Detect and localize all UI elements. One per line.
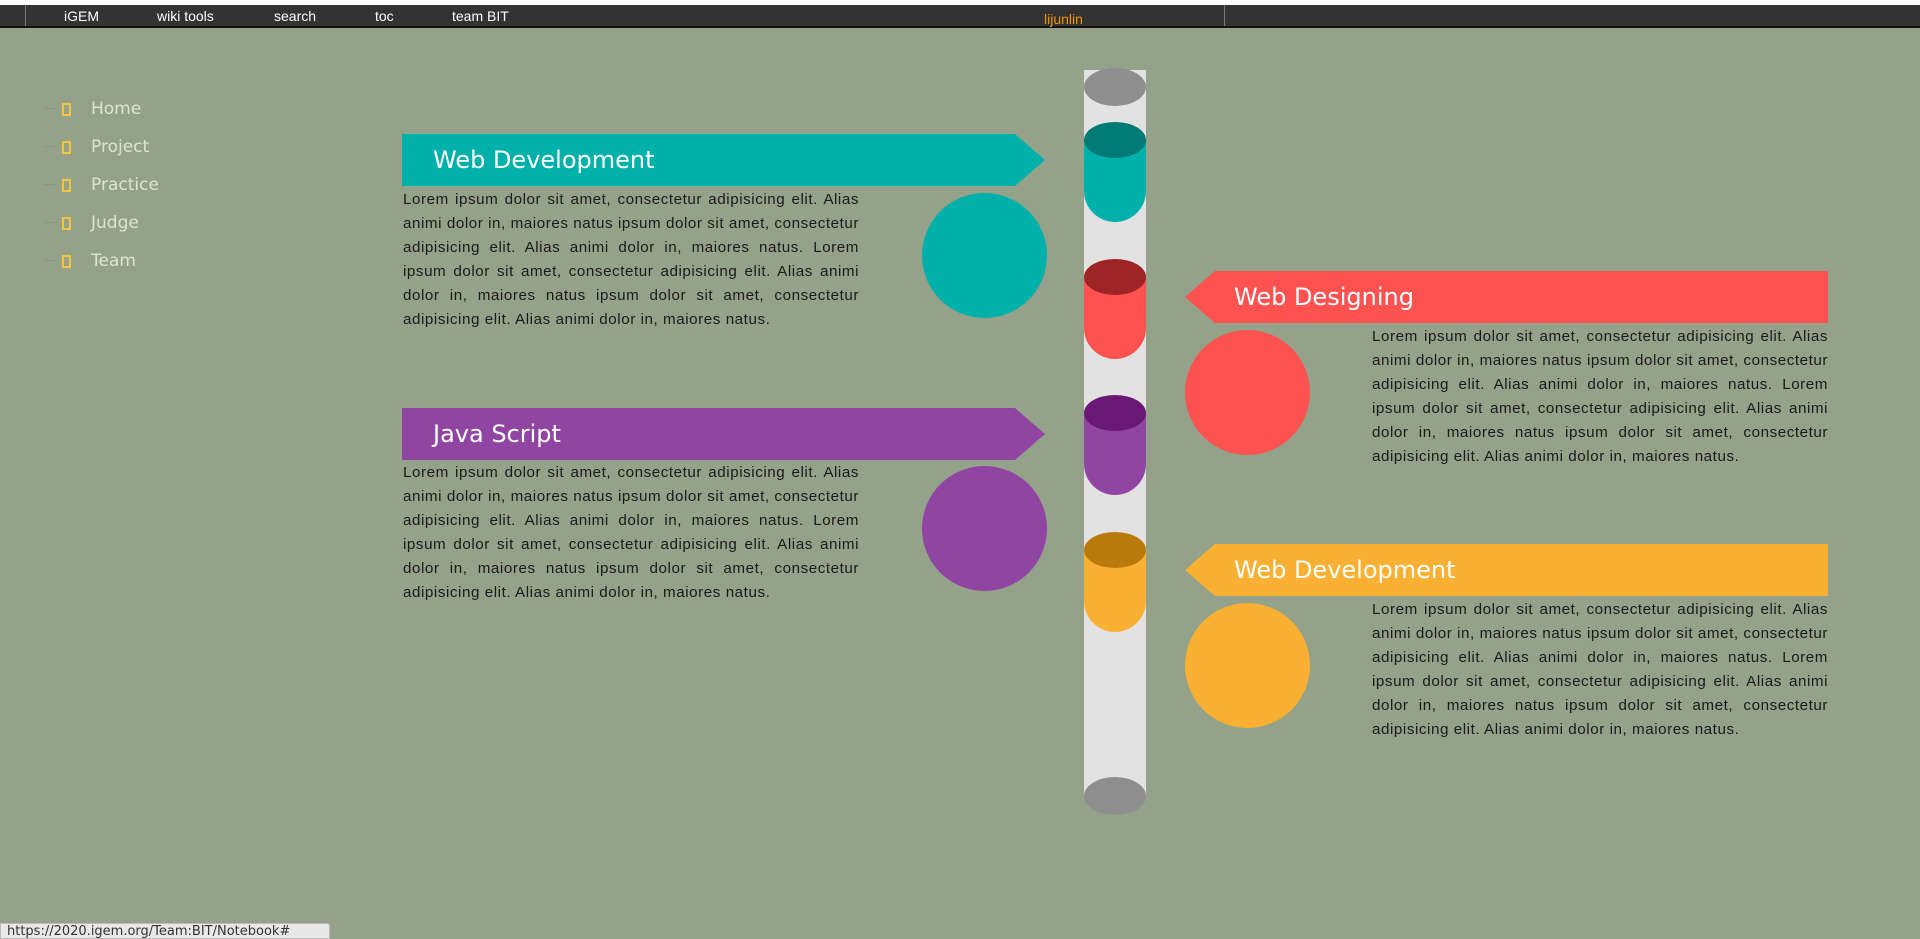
timeline-segment-2 [1084,259,1146,359]
segment-top [1084,395,1146,431]
entry-3-circle [922,466,1047,591]
entry-1-title: Web Development [402,134,1002,186]
sidebar-item-home[interactable]: Home [44,90,159,128]
timeline-segment-4 [1084,532,1146,632]
sidebar-item-label: Team [91,251,136,271]
browser-status-url: https://2020.igem.org/Team:BIT/Notebook# [0,923,330,939]
entry-1-banner [402,134,1045,186]
nav-bullet-icon [62,178,71,192]
nav-bullet-icon [62,140,71,154]
entry-title-text: Web Development [433,146,655,174]
menu-divider [1224,5,1225,26]
nav-tick [44,222,58,223]
sidebar-item-label: Home [91,99,142,119]
segment-top [1084,259,1146,295]
sidebar-item-judge[interactable]: Judge [44,204,159,242]
entry-title-text: Web Designing [1234,283,1414,311]
entry-4-banner [1185,544,1828,596]
menu-divider [25,5,26,26]
nav-tick [44,146,58,147]
entry-1-body: Lorem ipsum dolor sit amet, consectetur … [403,191,859,328]
entry-2-body: Lorem ipsum dolor sit amet, consectetur … [1372,328,1828,465]
timeline-bottom-cap [1084,777,1146,815]
entry-3-body: Lorem ipsum dolor sit amet, consectetur … [403,464,859,601]
menu-wiki-tools[interactable]: wiki tools [157,8,214,24]
entry-3-banner [402,408,1045,460]
sidebar-item-label: Practice [91,175,159,195]
nav-tick [44,184,58,185]
segment-top [1084,122,1146,158]
timeline-segment-3 [1084,395,1146,495]
nav-bullet-icon [62,216,71,230]
nav-bullet-icon [62,254,71,268]
menu-team-bit[interactable]: team BIT [452,8,509,24]
sidebar-item-practice[interactable]: Practice [44,166,159,204]
timeline-segment-1 [1084,122,1146,222]
nav-tick [44,108,58,109]
sidebar-item-label: Project [91,137,150,157]
nav-tick [44,260,58,261]
entry-4-title: Web Development [1203,544,1803,596]
sidebar-item-project[interactable]: Project [44,128,159,166]
segment-top [1084,532,1146,568]
entry-3-title: Java Script [402,408,1002,460]
username-link[interactable]: lijunlin [1044,11,1083,27]
menu-igem[interactable]: iGEM [64,8,99,24]
sidebar-item-team[interactable]: Team [44,242,159,280]
top-white-strip [0,0,1920,5]
entry-2-banner [1185,271,1828,323]
entry-title-text: Java Script [433,420,561,448]
timeline-top-cap [1084,68,1146,106]
side-navigation: Home Project Practice Judge Team [44,90,159,280]
nav-bullet-icon [62,102,71,116]
entry-4-circle [1185,603,1310,728]
igem-top-menu-bar: iGEM wiki tools search toc team BIT liju… [0,5,1920,28]
menu-search[interactable]: search [274,8,317,24]
entry-4-body: Lorem ipsum dolor sit amet, consectetur … [1372,601,1828,738]
entry-2-circle [1185,330,1310,455]
sidebar-item-label: Judge [91,213,139,233]
entry-2-title: Web Designing [1203,271,1803,323]
entry-title-text: Web Development [1234,556,1456,584]
entry-1-circle [922,193,1047,318]
menu-toc[interactable]: toc [375,8,394,24]
